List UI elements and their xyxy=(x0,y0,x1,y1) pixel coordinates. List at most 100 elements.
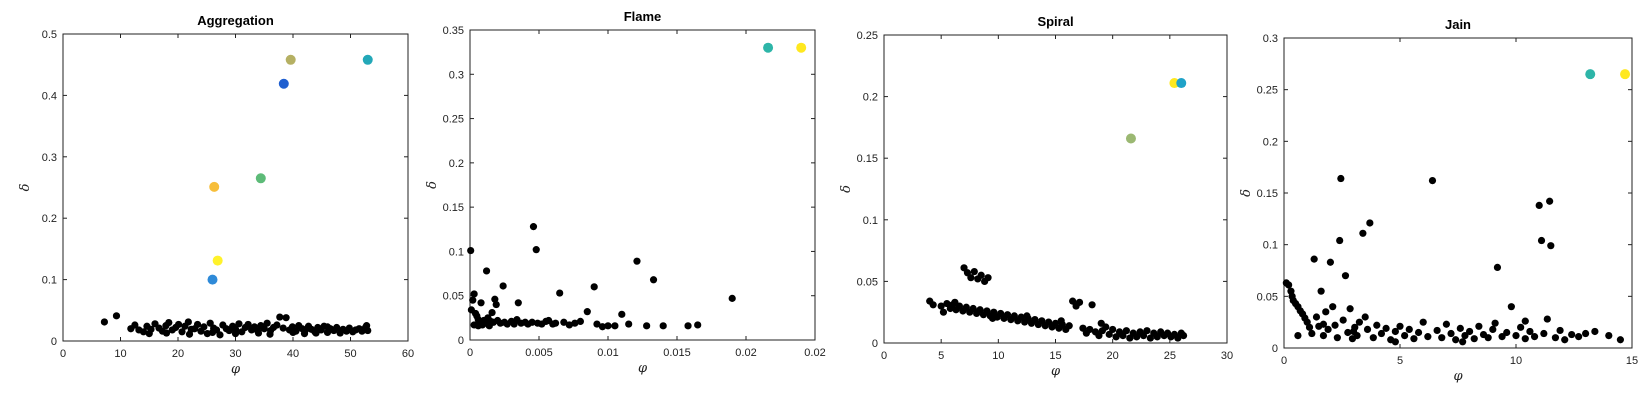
data-point xyxy=(1438,334,1446,342)
highlight-point xyxy=(362,54,373,65)
data-point xyxy=(1344,328,1352,337)
data-point xyxy=(131,321,139,329)
data-point xyxy=(1310,255,1318,263)
chart-title: Flame xyxy=(624,9,662,24)
data-point xyxy=(174,320,183,329)
data-point xyxy=(231,330,240,338)
data-point xyxy=(1329,303,1337,311)
y-axis-label: δ xyxy=(839,185,854,193)
data-point xyxy=(1433,326,1441,335)
data-point xyxy=(1424,333,1432,341)
data-point xyxy=(323,323,332,331)
data-point xyxy=(1361,313,1369,321)
data-point xyxy=(604,322,612,330)
data-point xyxy=(1466,327,1474,336)
data-point xyxy=(1322,308,1330,316)
y-tick-label: 0.25 xyxy=(857,30,878,42)
data-point xyxy=(659,322,667,330)
y-tick-label: 0.1 xyxy=(449,246,464,258)
x-axis-label: φ xyxy=(1453,369,1463,384)
data-point xyxy=(244,320,252,329)
x-tick-label: 0.01 xyxy=(597,347,618,359)
data-point xyxy=(488,308,496,317)
chart-panel: 0 5 10 15 20 25 30 0 0.05 0.1 0.15 0.2 0.25 Spiral φ δ xyxy=(839,14,1233,379)
data-point xyxy=(1568,330,1576,339)
highlight-point xyxy=(1176,78,1187,89)
data-point xyxy=(289,328,297,337)
data-point xyxy=(1086,325,1094,334)
data-point xyxy=(1546,197,1554,205)
data-point xyxy=(1530,333,1539,341)
data-point xyxy=(1373,321,1381,329)
data-point xyxy=(649,276,658,284)
data-point xyxy=(139,328,148,336)
data-point xyxy=(1512,332,1520,340)
highlight-point xyxy=(209,181,220,192)
x-tick-label: 0.005 xyxy=(525,347,553,359)
data-point xyxy=(1535,201,1543,209)
data-point xyxy=(1543,315,1551,323)
data-point xyxy=(1088,301,1096,309)
data-point xyxy=(492,300,500,309)
data-point xyxy=(556,289,564,297)
data-point xyxy=(565,321,573,329)
data-point xyxy=(528,318,536,326)
highlight-point xyxy=(212,255,223,266)
data-point xyxy=(254,329,263,337)
data-point xyxy=(970,267,978,276)
x-tick-label: 0 xyxy=(1281,355,1287,367)
x-tick-label: 5 xyxy=(1397,355,1403,367)
data-point xyxy=(1333,334,1341,342)
y-tick-label: 0.2 xyxy=(1263,136,1278,148)
data-point xyxy=(1285,281,1293,289)
x-axis-label: φ xyxy=(638,361,648,376)
data-point xyxy=(178,328,186,336)
data-point xyxy=(478,321,487,329)
axes-box xyxy=(883,34,1228,344)
data-point xyxy=(1503,328,1511,337)
highlight-point xyxy=(796,42,807,53)
data-point xyxy=(1517,323,1525,331)
x-tick-label: 0.015 xyxy=(663,347,691,359)
data-point xyxy=(1470,335,1478,343)
data-point xyxy=(1346,305,1354,313)
data-point xyxy=(1547,242,1555,250)
y-tick-label: 0.2 xyxy=(449,158,464,170)
x-axis-label: φ xyxy=(1051,364,1061,379)
data-point xyxy=(1475,322,1483,330)
data-point xyxy=(333,323,341,332)
x-tick-label: 50 xyxy=(344,348,356,360)
y-tick-label: 0.1 xyxy=(1263,240,1278,252)
data-point xyxy=(514,299,522,307)
data-point xyxy=(162,329,171,337)
x-tick-label: 10 xyxy=(114,348,126,360)
data-point xyxy=(1366,219,1374,227)
data-point xyxy=(1324,325,1332,333)
data-point xyxy=(1326,258,1334,266)
y-tick-label: 0.3 xyxy=(1263,33,1278,45)
data-point xyxy=(1452,336,1460,344)
highlight-point xyxy=(255,173,266,184)
data-point xyxy=(1337,174,1345,183)
data-point xyxy=(1405,325,1413,333)
data-point xyxy=(273,321,281,329)
data-point xyxy=(266,330,274,338)
y-tick-label: 0.1 xyxy=(863,215,878,227)
data-point xyxy=(684,322,692,330)
data-point xyxy=(598,323,607,331)
data-point xyxy=(1447,329,1455,338)
data-point xyxy=(1498,333,1506,341)
data-point xyxy=(193,320,202,329)
data-point xyxy=(482,267,491,275)
y-tick-label: 0 xyxy=(51,336,57,348)
y-tick-label: 0.1 xyxy=(42,275,57,287)
data-point xyxy=(694,321,702,329)
y-tick-label: 0.35 xyxy=(443,25,464,37)
data-point xyxy=(1605,332,1613,340)
axes-box xyxy=(1283,37,1633,349)
x-tick-label: 0 xyxy=(467,347,473,359)
data-point xyxy=(263,319,271,327)
x-tick-label: 0 xyxy=(881,350,887,362)
x-tick-label: 15 xyxy=(1626,355,1638,367)
data-point xyxy=(1419,318,1427,326)
